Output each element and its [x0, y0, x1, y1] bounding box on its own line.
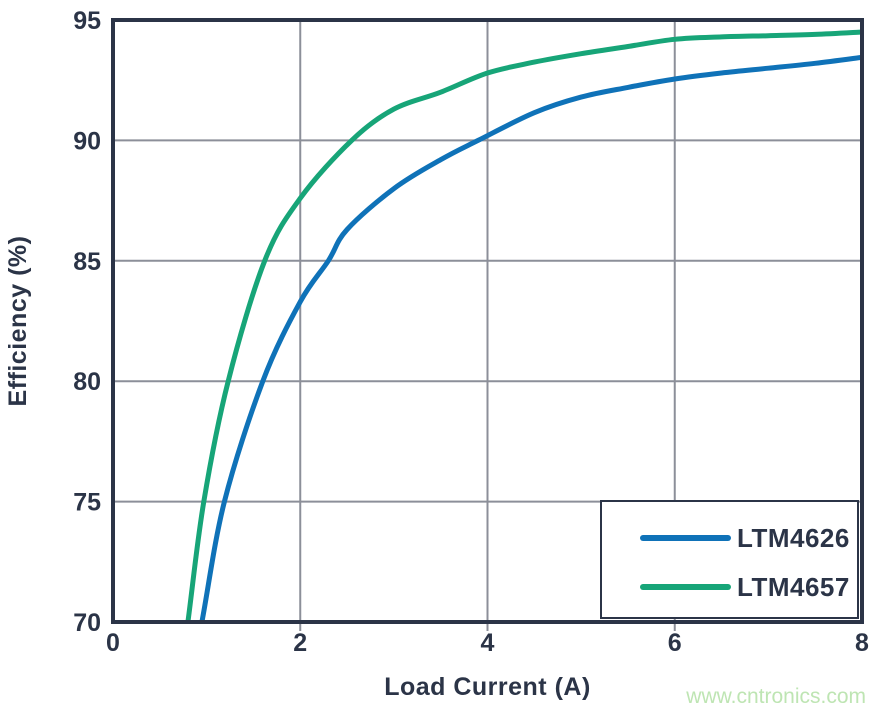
- y-tick-label: 85: [73, 248, 101, 276]
- curve-LTM4657: [185, 29, 862, 622]
- curve-LTM4626: [199, 54, 862, 622]
- x-tick-label: 0: [106, 629, 120, 657]
- legend-label-LTM4657: LTM4657: [737, 572, 850, 602]
- legend-label-LTM4626: LTM4626: [737, 523, 850, 553]
- y-tick-label: 90: [73, 127, 101, 155]
- y-tick-label: 75: [73, 489, 101, 517]
- x-tick-label: 8: [855, 629, 869, 657]
- watermark-text: www.cntronics.com: [685, 685, 866, 708]
- plot-border: [111, 18, 864, 624]
- x-tick-label: 4: [481, 629, 495, 657]
- y-tick-label: 95: [73, 7, 101, 35]
- x-tick-label: 2: [293, 629, 307, 657]
- y-tick-label: 80: [73, 368, 101, 396]
- x-axis-title: Load Current (A): [384, 673, 591, 701]
- x-tick-label: 6: [668, 629, 682, 657]
- y-axis-title: Efficiency (%): [4, 236, 32, 407]
- legend-box: [600, 500, 859, 619]
- y-tick-label: 70: [73, 609, 101, 637]
